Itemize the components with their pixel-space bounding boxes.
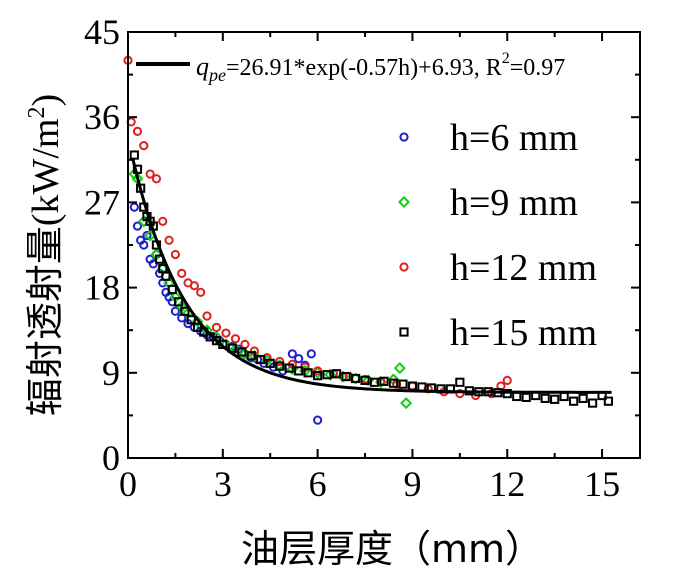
data-point xyxy=(388,378,399,388)
data-point xyxy=(132,221,143,231)
series-1 xyxy=(129,202,323,425)
data-point xyxy=(139,141,149,151)
y-tick-label: 36 xyxy=(84,97,120,137)
x-tick-label: 15 xyxy=(584,464,620,504)
data-point xyxy=(275,356,285,367)
y-tick-label: 27 xyxy=(84,182,120,222)
x-axis-title: 油层厚度（mm） xyxy=(241,527,543,571)
y-tick-label: 0 xyxy=(102,438,120,478)
data-point xyxy=(578,393,588,403)
data-point xyxy=(129,150,139,160)
data-point xyxy=(294,366,304,376)
legend-marker xyxy=(399,327,409,337)
data-point xyxy=(211,322,222,332)
data-point xyxy=(284,363,294,373)
data-point xyxy=(393,362,406,375)
data-point xyxy=(192,322,203,332)
data-point xyxy=(587,398,598,408)
data-point xyxy=(550,394,560,404)
legend-marker xyxy=(399,132,409,142)
data-point xyxy=(151,174,162,184)
data-point xyxy=(306,349,316,359)
data-point xyxy=(303,368,313,378)
data-point xyxy=(512,391,522,402)
data-point xyxy=(129,202,139,212)
data-point xyxy=(322,370,332,380)
data-point xyxy=(398,379,408,389)
legend-label: h=12 mm xyxy=(450,247,597,289)
data-point xyxy=(360,375,370,385)
data-point xyxy=(569,396,579,406)
data-point xyxy=(400,397,413,410)
x-tick-label: 9 xyxy=(403,464,421,504)
x-tick-label: 12 xyxy=(489,464,525,504)
data-point xyxy=(331,369,342,379)
data-point xyxy=(148,259,158,269)
legend-marker xyxy=(399,262,409,272)
data-point xyxy=(240,339,250,349)
data-point xyxy=(350,373,361,384)
data-point xyxy=(142,230,152,241)
y-tick-label: 18 xyxy=(84,268,120,308)
data-point xyxy=(275,361,285,371)
data-point xyxy=(139,240,149,250)
data-point xyxy=(369,377,380,387)
data-point xyxy=(202,311,212,321)
x-tick-label: 6 xyxy=(309,464,327,504)
data-point xyxy=(540,393,550,403)
data-point xyxy=(407,381,418,391)
data-point xyxy=(164,235,174,245)
legend: h=6 mm h=9 mm h=12 mm h=15 mm xyxy=(397,117,597,354)
data-point xyxy=(313,371,323,381)
data-point xyxy=(294,354,304,364)
data-point xyxy=(186,315,196,325)
data-point xyxy=(180,306,190,316)
data-point xyxy=(455,377,465,387)
data-point xyxy=(170,306,181,316)
data-point xyxy=(521,392,531,403)
data-point xyxy=(230,334,241,344)
data-point xyxy=(158,216,168,226)
data-point xyxy=(246,351,256,361)
data-point xyxy=(196,287,206,297)
data-point xyxy=(237,347,247,357)
data-point xyxy=(287,349,297,359)
data-point xyxy=(221,328,231,338)
fit-curve xyxy=(131,158,612,394)
data-point xyxy=(167,284,177,295)
legend-label: h=6 mm xyxy=(450,117,578,159)
legend-label: h=15 mm xyxy=(450,312,597,354)
x-tick-label: 0 xyxy=(119,464,137,504)
data-point xyxy=(173,297,184,307)
y-axis-title: 辐射透射量(kW/m2) xyxy=(23,94,67,416)
data-point xyxy=(455,389,465,399)
data-point xyxy=(256,354,266,365)
data-point xyxy=(341,371,351,382)
data-point xyxy=(161,271,171,281)
data-point xyxy=(177,268,187,278)
data-point xyxy=(189,281,199,291)
y-tick-label: 45 xyxy=(84,12,120,52)
legend-label: h=9 mm xyxy=(450,182,578,224)
x-tick-label: 3 xyxy=(214,464,232,504)
plot-layer xyxy=(123,55,613,425)
y-tick-label: 9 xyxy=(102,353,120,393)
data-point xyxy=(313,366,323,376)
legend-marker xyxy=(397,195,411,209)
plot-frame xyxy=(127,31,641,459)
data-point xyxy=(603,396,613,406)
data-point xyxy=(502,375,512,385)
fit-equation: qpe=26.91*exp(-0.57h)+6.93, R2=0.97 xyxy=(196,50,565,85)
data-point xyxy=(170,249,181,260)
data-point xyxy=(313,415,323,425)
data-point xyxy=(559,391,569,402)
data-point xyxy=(265,358,275,368)
data-point xyxy=(132,126,143,136)
data-point xyxy=(379,376,389,386)
data-point xyxy=(145,169,155,179)
